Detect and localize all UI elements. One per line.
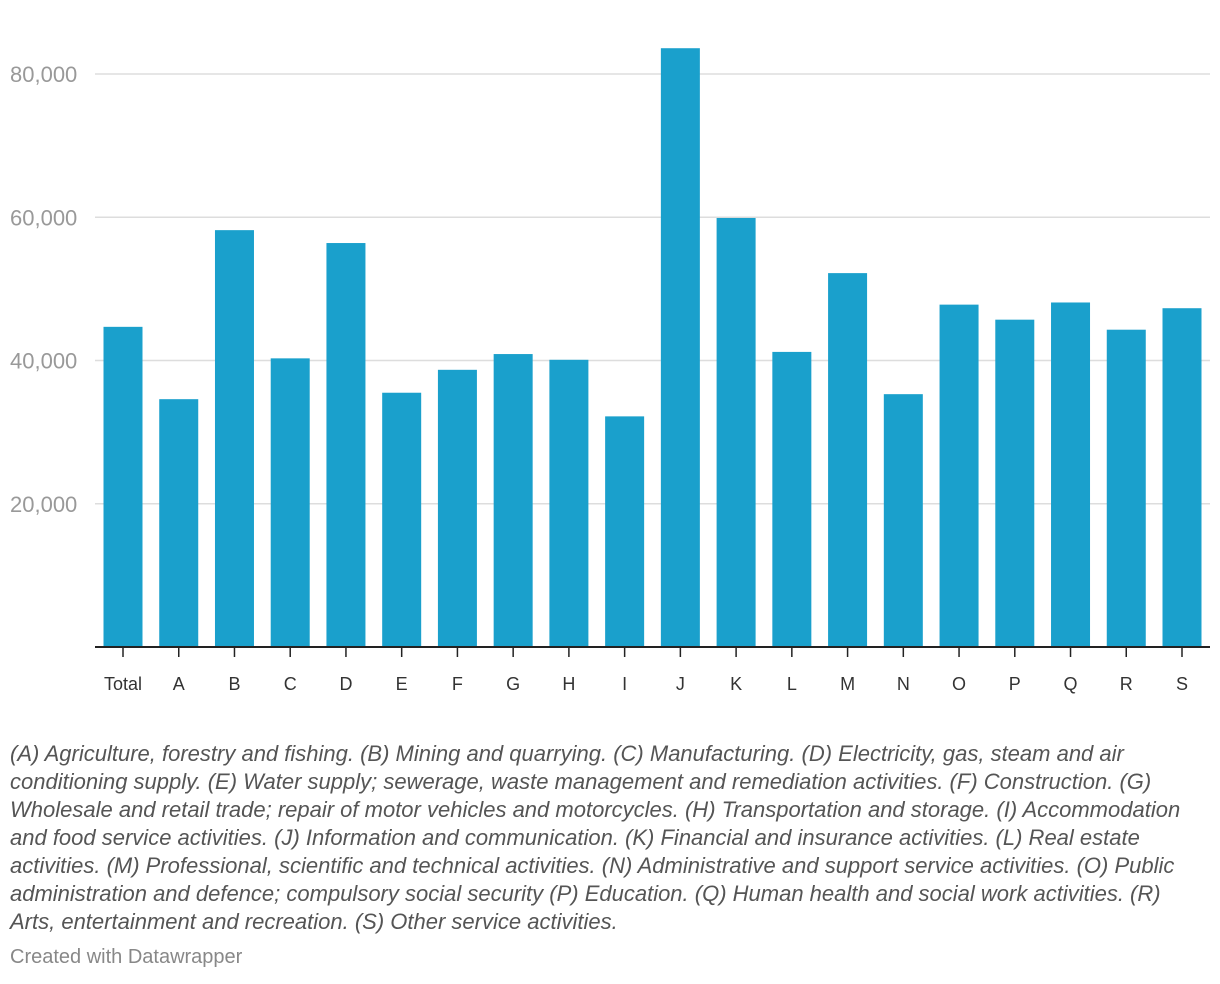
bar-r (1106, 329, 1146, 647)
bar-b (214, 230, 254, 647)
x-tick-label: M (840, 674, 855, 694)
x-tick-label: I (622, 674, 627, 694)
bar-c (270, 358, 310, 647)
x-tick-label: H (562, 674, 575, 694)
bar-p (995, 319, 1035, 647)
x-tick-label: G (506, 674, 520, 694)
gridlines (95, 73, 1210, 505)
bar-f (437, 369, 477, 647)
x-tick-label: J (676, 674, 685, 694)
bar-h (549, 359, 589, 647)
bar-e (382, 392, 422, 647)
y-tick-label: 40,000 (10, 349, 77, 374)
bar-d (326, 243, 366, 647)
bar-n (883, 394, 923, 647)
x-tick-label: L (787, 674, 797, 694)
bars (103, 48, 1202, 647)
bar-k (716, 217, 756, 647)
bar-a (159, 399, 199, 647)
y-tick-label: 60,000 (10, 205, 77, 230)
x-tick-label: A (173, 674, 185, 694)
bar-g (493, 354, 533, 647)
bar-m (828, 273, 868, 647)
x-tick-label: P (1009, 674, 1021, 694)
bar-chart: 20,000 40,000 60,000 80,000 Total A B C D E F G H I J… (10, 48, 1210, 694)
bar-o (939, 304, 979, 647)
x-tick-label: Q (1064, 674, 1078, 694)
x-tick-label: R (1120, 674, 1133, 694)
x-tick-label: D (339, 674, 352, 694)
x-axis-tick-labels: Total A B C D E F G H I J K L M N O P Q R S (104, 648, 1188, 694)
x-tick-label: O (952, 674, 966, 694)
y-tick-label: 80,000 (10, 62, 77, 87)
footnote: (A) Agriculture, forestry and fishing. (… (10, 741, 1181, 934)
bar-s (1162, 308, 1202, 647)
datawrapper-credit: Created with Datawrapper (10, 946, 243, 968)
y-axis-tick-labels: 20,000 40,000 60,000 80,000 (10, 62, 77, 517)
y-tick-label: 20,000 (10, 492, 77, 517)
bar-j (660, 48, 700, 647)
bar-l (772, 351, 812, 647)
bar-total (103, 326, 143, 647)
x-tick-label: F (452, 674, 463, 694)
x-tick-label: B (228, 674, 240, 694)
x-tick-label: Total (104, 674, 142, 694)
x-tick-label: N (897, 674, 910, 694)
x-tick-label: K (730, 674, 742, 694)
x-tick-label: E (396, 674, 408, 694)
bar-i (605, 416, 645, 647)
bar-q (1051, 302, 1091, 647)
x-tick-label: C (284, 674, 297, 694)
x-tick-label: S (1176, 674, 1188, 694)
